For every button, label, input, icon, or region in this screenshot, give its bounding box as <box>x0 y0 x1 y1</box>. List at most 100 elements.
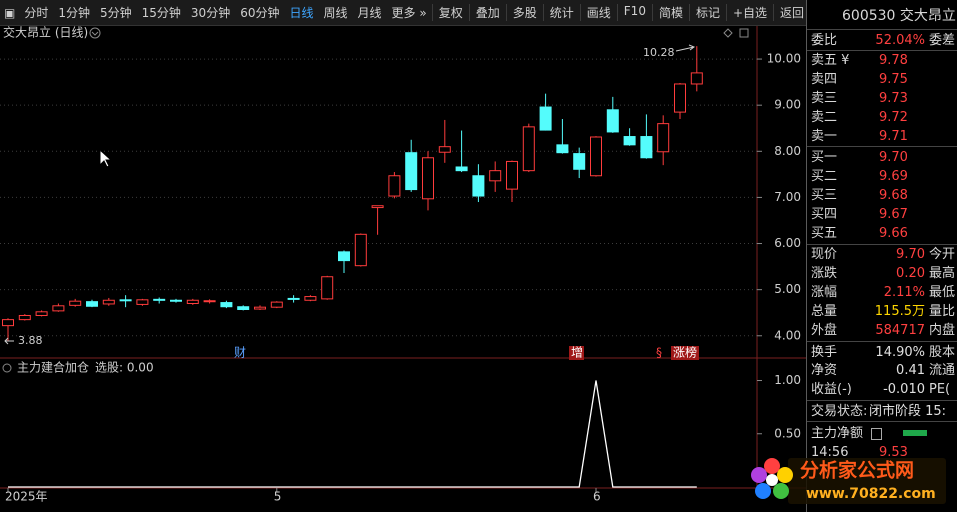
event-marker: 增 <box>571 346 583 360</box>
quote-row: 买五 9.66 <box>807 224 957 243</box>
candle-body <box>573 153 586 170</box>
quote-value: 9.68 <box>879 188 908 203</box>
toolbar-button[interactable]: 60分钟 <box>240 6 280 20</box>
candle-body <box>18 314 31 321</box>
toolbar-button[interactable]: +自选 <box>725 4 773 21</box>
indicator-menu-icon[interactable] <box>2 363 12 373</box>
toolbar-button[interactable]: 复权 <box>431 4 469 21</box>
toolbar-button[interactable]: 月线 <box>357 6 382 20</box>
toolbar-button[interactable]: 30分钟 <box>190 6 231 20</box>
chart-title: 交大昂立 (日线) <box>3 25 88 40</box>
event-marker: 财 <box>234 346 246 360</box>
toolbar-button[interactable]: 1分钟 <box>58 6 90 20</box>
candle-body <box>287 297 300 300</box>
toolbar-button[interactable]: 更多 » <box>391 6 427 20</box>
watermark: 分析家公式网 www.70822.com <box>751 458 946 504</box>
quote-value: 闭市阶段 15: <box>869 404 947 419</box>
toolbar-button[interactable]: 15分钟 <box>141 6 181 20</box>
annotation-arrow <box>675 44 696 52</box>
candle-body <box>69 300 82 306</box>
toolbar-button[interactable]: 返回 <box>773 4 810 21</box>
quote-row: 涨跌 0.20 最高 <box>807 264 957 283</box>
toolbar-button[interactable]: 多股 <box>505 4 543 21</box>
window-icon[interactable] <box>739 28 749 38</box>
quote-row: 卖五 ¥ 9.78 <box>807 51 957 70</box>
candle-body <box>153 298 166 301</box>
indicator-line <box>8 380 697 488</box>
quote-value: 9.70 <box>896 247 925 262</box>
candle-body <box>270 301 283 308</box>
separator <box>807 50 957 51</box>
candle-body <box>170 299 182 302</box>
separator <box>807 400 957 401</box>
quote-label: 卖四 <box>811 72 838 87</box>
quote-extra: 股本 <box>929 345 956 360</box>
x-tick-label: 5 <box>274 490 282 504</box>
quote-label: 买四 <box>811 207 838 222</box>
quote-row: 卖一 9.71 <box>807 127 957 146</box>
quote-label: 换手 <box>811 345 838 360</box>
quote-row: 卖二 9.72 <box>807 108 957 127</box>
y-tick-label: 6.00 <box>774 236 801 250</box>
separator <box>807 146 957 147</box>
candle-body <box>522 126 535 172</box>
separator <box>807 244 957 245</box>
quote-value: 2.11% <box>883 285 925 300</box>
quote-row: 外盘 584717 内盘 <box>807 321 957 340</box>
toolbar-button[interactable]: 统计 <box>542 4 580 21</box>
quote-value: -0.010 <box>883 382 925 397</box>
toolbar-button[interactable]: 日线 <box>289 6 314 20</box>
quote-label: 买五 <box>811 226 838 241</box>
toolbar: ▣ 分时 1分钟 5分钟 15分钟 30分钟 60分钟 日线 周线 月线 更多 » 复权 叠加 多股统… <box>0 0 806 26</box>
chart-area: 交大昂立 (日线) 主力建合加仓 选股: 0.00 4.00 5.00 6.00 7.… <box>0 0 806 512</box>
quote-value: 9.53 <box>879 445 908 460</box>
candle-body <box>489 170 502 182</box>
y-tick-label: 8.00 <box>774 144 801 158</box>
toolbar-button[interactable]: 标记 <box>688 4 726 21</box>
watermark-flower <box>751 458 793 499</box>
candle-body <box>119 299 132 302</box>
quote-label: 外盘 <box>811 323 838 338</box>
toolbar-button[interactable]: 简模 <box>651 4 689 21</box>
quote-extra: 委差 <box>929 33 956 48</box>
watermark-title: 分析家公式网 <box>800 459 914 482</box>
quote-label: 收益(-) <box>811 382 852 397</box>
quote-row: 总量 115.5万 量比 <box>807 302 957 321</box>
candle-body <box>338 251 350 262</box>
toolbar-button[interactable]: 分时 <box>24 6 49 20</box>
quote-label: 买二 <box>811 169 838 184</box>
candle-body <box>52 305 65 312</box>
quote-row: 卖四 9.75 <box>807 70 957 89</box>
quote-value: 9.78 <box>879 53 908 68</box>
toolbar-button[interactable]: 画线 <box>579 4 617 21</box>
y-tick-label: 4.00 <box>774 328 801 342</box>
candle-body <box>388 175 401 197</box>
quote-row: 现价 9.70 今开 <box>807 245 957 264</box>
toolbar-button[interactable]: 5分钟 <box>100 6 132 20</box>
y-tick-label: 0.50 <box>774 426 801 440</box>
y-tick-label: 7.00 <box>774 190 801 204</box>
toolbar-icon[interactable]: ▣ <box>4 5 16 20</box>
candle-body <box>371 205 384 209</box>
title-menu-icon[interactable] <box>89 27 101 39</box>
toolbar-button[interactable]: 周线 <box>323 6 348 20</box>
background <box>0 0 806 512</box>
candle-body <box>102 299 115 305</box>
watermark-bg <box>788 458 946 504</box>
quote-value: 0.20 <box>896 266 925 281</box>
quote-label: 14:56 <box>811 445 849 460</box>
candle-body <box>254 306 266 310</box>
x-tick-label: 2025年 <box>5 490 48 504</box>
quote-row: 买二 9.69 <box>807 167 957 186</box>
toolbar-button[interactable]: 叠加 <box>468 4 506 21</box>
quote-value: 9.66 <box>879 226 908 241</box>
quote-row: 交易状态: 闭市阶段 15: <box>807 402 957 421</box>
diamond-icon[interactable] <box>723 28 733 38</box>
toolbar-button[interactable]: F10 <box>616 4 652 21</box>
quote-label: 卖一 <box>811 129 838 144</box>
quote-value: 52.04% <box>875 33 925 48</box>
watermark-url: www.70822.com <box>806 486 936 502</box>
quote-label: 涨幅 <box>811 285 838 300</box>
quote-value: 9.73 <box>879 91 908 106</box>
